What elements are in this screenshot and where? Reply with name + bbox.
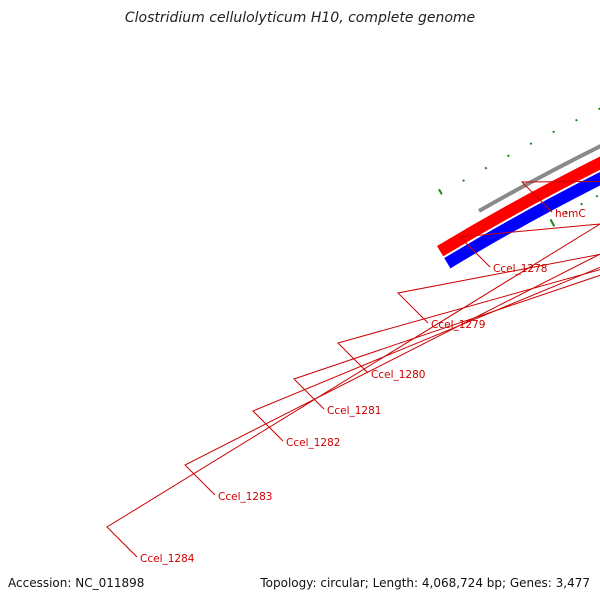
scale-tick-major — [549, 218, 556, 227]
scale-tick-minor — [564, 210, 568, 214]
gene-label-leader — [520, 180, 600, 213]
accession-text: Accession: NC_011898 — [8, 576, 144, 590]
map-title: Clostridium cellulolyticum H10, complete… — [125, 10, 475, 26]
scale-dot — [529, 142, 533, 145]
genome-backbone — [478, 144, 600, 213]
scale-dot — [484, 166, 488, 170]
gene-label: hemC — [555, 208, 586, 220]
scale-dot — [462, 179, 465, 183]
gene-label-leader — [337, 269, 600, 374]
gene-label: Ccel_1283 — [218, 491, 272, 503]
gene-label: Ccel_1279 — [431, 319, 485, 331]
gene-labels: hemCCcel_1278Ccel_1279Ccel_1280Ccel_1281… — [106, 180, 600, 565]
gene-label: Ccel_1280 — [371, 369, 425, 381]
scale-tick-minor — [580, 202, 583, 206]
gene-label-leader — [184, 253, 600, 496]
scale-dot — [575, 118, 578, 122]
reverse-gene-arrow — [444, 172, 600, 269]
gene-label: Ccel_1281 — [327, 405, 381, 417]
kbp-tick — [438, 188, 443, 195]
scale-dot — [507, 154, 510, 158]
scale-ticks — [549, 194, 599, 227]
gene-label-leader — [396, 253, 600, 324]
forward-gene-arrow — [437, 156, 600, 257]
genome-summary-text: Topology: circular; Length: 4,068,724 bp… — [259, 576, 590, 590]
strand-lanes — [437, 144, 600, 269]
gene-label-leader — [252, 266, 600, 442]
gene-label: Ccel_1282 — [286, 437, 340, 449]
scale-dot — [552, 130, 555, 134]
gene-label: Ccel_1284 — [140, 553, 195, 565]
scale-tick-minor — [595, 194, 599, 198]
gene-label-leader — [458, 223, 600, 268]
gene-label-leader — [106, 223, 600, 558]
